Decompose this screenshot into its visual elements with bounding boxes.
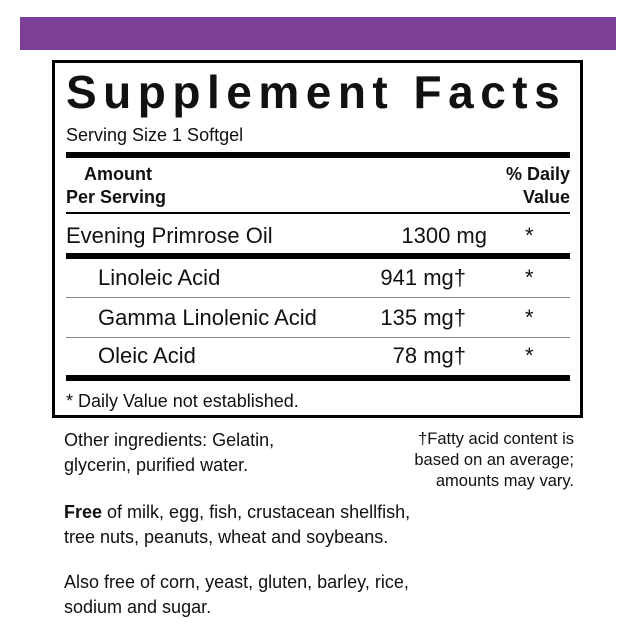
allergen-line: Free of milk, egg, fish, crustacean shel… [64, 503, 410, 521]
daily-value: * [525, 265, 534, 290]
nutrient-amount: 941 mg† [380, 265, 466, 290]
daily-value: * [525, 305, 534, 330]
serving-size: Serving Size 1 Softgel [66, 125, 244, 145]
column-header: % Daily [505, 164, 570, 184]
fatty-acid-note: based on an average; [414, 451, 574, 469]
nutrient-name: Oleic Acid [98, 343, 196, 368]
facts-box [52, 60, 583, 418]
nutrient-amount: 1300 mg [401, 223, 487, 248]
nutrient-amount: 135 mg† [380, 305, 466, 330]
other-ingredients: glycerin, purified water. [64, 455, 249, 475]
daily-value: * [525, 343, 534, 368]
nutrient-name: Evening Primrose Oil [66, 223, 273, 248]
allergen-text: of milk, egg, fish, crustacean shellfish… [107, 502, 411, 522]
fatty-acid-note: †Fatty acid content is [418, 430, 574, 448]
allergen-free-label: Free [64, 502, 103, 522]
rule [66, 212, 570, 214]
facts-title: Supplement Facts [66, 66, 567, 118]
nutrient-name: Linoleic Acid [98, 265, 221, 290]
fatty-acid-note: amounts may vary. [435, 472, 574, 490]
column-header: Value [522, 187, 570, 207]
thick-rule [66, 152, 570, 158]
also-free: sodium and sugar. [64, 597, 212, 617]
also-free: Also free of corn, yeast, gluten, barley… [64, 572, 409, 592]
column-header: Per Serving [66, 187, 167, 207]
allergen-text: tree nuts, peanuts, wheat and soybeans. [64, 527, 389, 547]
other-ingredients: Other ingredients: Gelatin, [64, 430, 275, 450]
nutrient-name: Gamma Linolenic Acid [98, 305, 317, 330]
column-header: Amount [84, 164, 152, 184]
thin-rule [66, 297, 570, 298]
daily-value: * [525, 223, 534, 248]
thick-rule [66, 253, 570, 259]
header-band [20, 17, 616, 50]
footnote: * Daily Value not established. [66, 391, 299, 411]
thin-rule [66, 337, 570, 338]
nutrient-amount: 78 mg† [392, 343, 466, 368]
thick-rule [66, 375, 570, 381]
